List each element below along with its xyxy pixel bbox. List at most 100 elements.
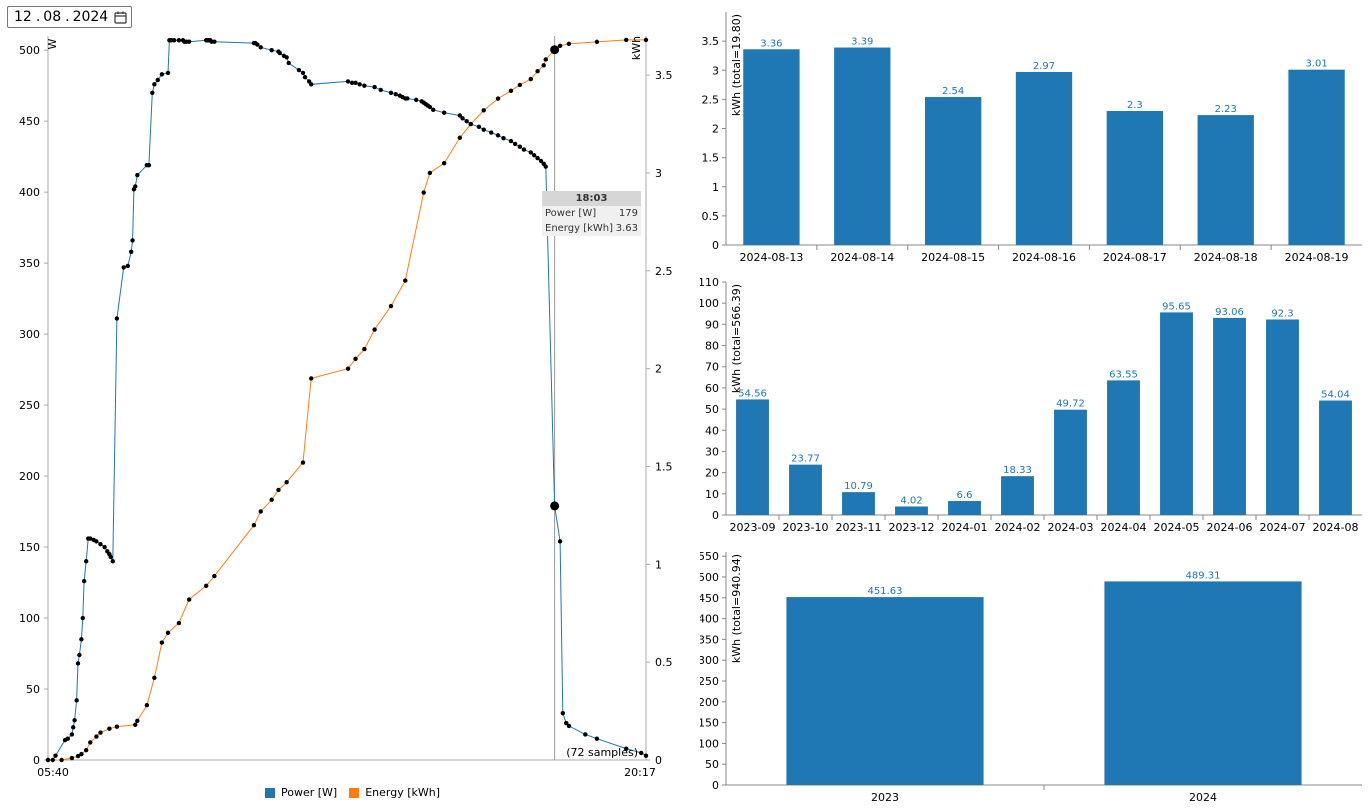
x-end-label: 20:17: [624, 766, 656, 779]
energy-point: [75, 753, 81, 759]
left-axis-tick-label: 0: [33, 754, 40, 767]
tooltip-power-value: 179: [618, 208, 638, 219]
tooltip-row: Power [W] 179: [542, 206, 641, 221]
left-axis-tick-label: 450: [19, 115, 40, 128]
energy-point: [550, 45, 560, 55]
power-point: [372, 84, 377, 90]
power-point: [135, 172, 140, 178]
right-axis-tick-label: 0: [655, 754, 662, 767]
energy-point: [543, 57, 548, 62]
energy-point: [495, 96, 501, 101]
energy-point: [176, 620, 182, 626]
x-axis-category-label: 2024-04: [1101, 521, 1147, 534]
energy-point: [388, 303, 394, 309]
y-axis-tick-label: 100: [700, 297, 719, 310]
power-point: [481, 127, 486, 132]
x-axis-category-label: 2023-11: [836, 521, 882, 534]
power-point: [501, 136, 506, 141]
energy-point: [362, 346, 367, 352]
y-axis-tick-label: 30: [705, 445, 719, 458]
bar: [834, 47, 891, 245]
date-month[interactable]: 08: [43, 9, 62, 25]
bar-value-label: 49.72: [1056, 399, 1085, 410]
energy-point: [152, 675, 157, 681]
x-axis-category-label: 2024-01: [942, 521, 988, 534]
energy-point: [165, 630, 171, 636]
power-point: [624, 746, 629, 751]
power-point: [74, 698, 79, 703]
tooltip-time: 18:03: [542, 191, 641, 206]
energy-point: [427, 170, 433, 176]
bar: [789, 464, 822, 515]
power-point: [186, 39, 192, 44]
power-point: [269, 47, 274, 53]
energy-point: [421, 190, 426, 195]
bar: [1288, 69, 1345, 245]
left-axis-tick-label: 350: [19, 257, 40, 270]
power-point: [125, 263, 130, 269]
power-point: [353, 80, 358, 86]
energy-point: [203, 583, 209, 589]
bar: [1107, 380, 1140, 515]
power-energy-line-chart[interactable]: 0 50 100 150 200 250 300 350 400 450 500 0 0.5 1 1.5 2 2…: [0, 0, 700, 810]
y-axis-tick-label: 350: [700, 633, 719, 646]
bar: [1197, 115, 1254, 245]
left-axis-unit-label: W: [46, 38, 59, 49]
power-point: [550, 501, 560, 511]
legend-item-energy[interactable]: Energy [kWh]: [349, 786, 440, 799]
calendar-icon[interactable]: [114, 11, 127, 24]
energy-point: [594, 39, 600, 45]
power-point: [159, 72, 165, 77]
power-point: [393, 92, 398, 97]
bar-value-label: 18.33: [1003, 465, 1032, 476]
power-point: [362, 83, 367, 88]
x-axis-category-label: 2024: [1189, 791, 1217, 804]
bar-value-label: 489.31: [1186, 570, 1221, 581]
left-axis-tick-label: 300: [19, 328, 40, 341]
bar-value-label: 6.6: [957, 490, 973, 501]
left-axis-tick-label: 400: [19, 186, 40, 199]
legend-item-power[interactable]: Power [W]: [265, 786, 337, 799]
power-point: [94, 539, 99, 544]
bar: [743, 49, 800, 245]
power-point: [349, 80, 355, 86]
bar-value-label: 23.77: [791, 454, 820, 465]
left-axis-tick-label: 500: [19, 44, 40, 57]
power-point: [71, 725, 76, 730]
date-picker-input[interactable]: 12 . 08 . 2024: [7, 6, 132, 28]
legend-swatch-power: [265, 787, 275, 798]
main-chart-legend: Power [W] Energy [kWh]: [265, 786, 452, 799]
power-point: [531, 153, 537, 158]
power-point: [560, 710, 566, 716]
power-point: [286, 60, 291, 66]
x-axis-category-label: 2024-08-16: [1012, 251, 1076, 264]
date-year[interactable]: 2024: [72, 9, 109, 25]
power-point: [128, 249, 134, 254]
bar: [1104, 581, 1302, 785]
bar-value-label: 3.01: [1305, 59, 1327, 70]
date-day[interactable]: 12: [14, 9, 32, 25]
y-axis-tick-label: 200: [700, 696, 719, 709]
energy-point: [276, 487, 281, 493]
power-point: [528, 150, 533, 155]
power-point: [69, 732, 75, 737]
y-axis-tick-label: 60: [705, 382, 719, 395]
power-point: [535, 155, 540, 161]
power-point: [296, 67, 302, 73]
x-axis-category-label: 2023-09: [730, 521, 776, 534]
samples-note: (72 samples): [566, 746, 638, 759]
power-point: [564, 720, 569, 726]
energy-point: [98, 730, 103, 735]
energy-point: [557, 43, 563, 48]
y-axis-tick-label: 0: [712, 779, 719, 792]
power-point: [457, 113, 463, 118]
power-point: [110, 559, 115, 564]
tooltip-power-label: Power [W]: [545, 208, 597, 219]
y-axis-tick-label: 0: [712, 509, 719, 522]
x-axis-category-label: 2024-08-17: [1103, 251, 1167, 264]
bar: [948, 501, 981, 515]
power-point: [495, 133, 501, 138]
power-point: [152, 82, 157, 87]
power-point: [489, 130, 494, 135]
date-separator: .: [35, 9, 41, 25]
